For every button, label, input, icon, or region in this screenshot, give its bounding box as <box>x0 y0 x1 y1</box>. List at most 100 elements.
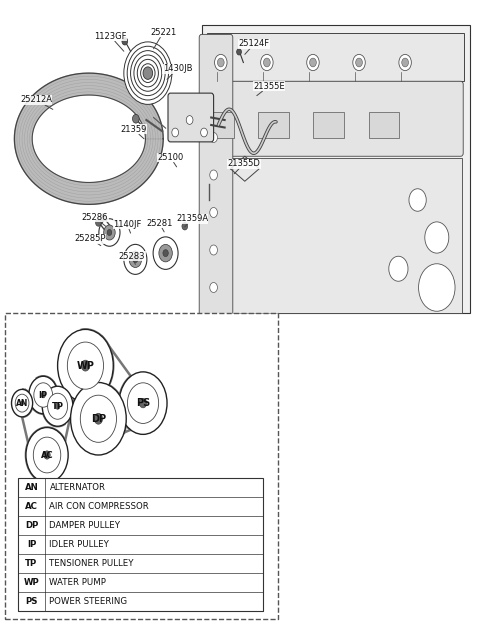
Text: 25212A: 25212A <box>20 96 53 109</box>
Circle shape <box>26 428 68 483</box>
Bar <box>369 112 399 138</box>
Circle shape <box>237 49 241 55</box>
Circle shape <box>133 256 138 262</box>
Circle shape <box>159 244 172 262</box>
Circle shape <box>100 214 106 221</box>
Circle shape <box>201 128 207 137</box>
Text: IDLER PULLEY: IDLER PULLEY <box>49 540 109 549</box>
Text: PS: PS <box>25 597 38 606</box>
Bar <box>258 112 289 138</box>
Circle shape <box>55 403 60 409</box>
Text: AC: AC <box>41 451 53 459</box>
Circle shape <box>163 249 168 257</box>
Text: AN: AN <box>16 399 28 408</box>
Circle shape <box>402 58 408 67</box>
Text: DP: DP <box>25 521 38 530</box>
Circle shape <box>425 222 449 253</box>
FancyBboxPatch shape <box>168 93 214 142</box>
Circle shape <box>210 170 217 180</box>
Circle shape <box>99 219 120 246</box>
Circle shape <box>356 58 362 67</box>
Text: IP: IP <box>27 540 36 549</box>
Bar <box>203 112 234 138</box>
Circle shape <box>67 342 104 389</box>
Circle shape <box>261 54 273 71</box>
Circle shape <box>124 42 172 104</box>
Circle shape <box>96 219 101 226</box>
Text: TENSIONER PULLEY: TENSIONER PULLEY <box>49 559 134 568</box>
Circle shape <box>44 451 50 459</box>
Text: 25285P: 25285P <box>74 234 106 246</box>
Circle shape <box>29 376 58 414</box>
Circle shape <box>71 382 126 455</box>
Circle shape <box>94 413 103 424</box>
Polygon shape <box>14 73 163 204</box>
Circle shape <box>215 54 227 71</box>
Text: 21359: 21359 <box>120 125 146 139</box>
FancyBboxPatch shape <box>199 34 233 316</box>
Circle shape <box>153 237 178 269</box>
Text: AN: AN <box>24 483 38 492</box>
Text: ALTERNATOR: ALTERNATOR <box>49 483 106 492</box>
Text: 1430JB: 1430JB <box>163 64 192 79</box>
Circle shape <box>210 245 217 255</box>
Text: IP: IP <box>38 391 48 399</box>
Circle shape <box>119 372 167 434</box>
Text: POWER STEERING: POWER STEERING <box>49 597 128 606</box>
Circle shape <box>217 58 224 67</box>
Circle shape <box>186 116 193 124</box>
Polygon shape <box>202 25 470 312</box>
Circle shape <box>210 132 217 142</box>
FancyBboxPatch shape <box>5 312 278 619</box>
Text: PS: PS <box>136 398 150 408</box>
Circle shape <box>42 386 73 426</box>
Text: 21355E: 21355E <box>253 82 285 96</box>
Text: AC: AC <box>25 502 38 511</box>
Text: 1140JF: 1140JF <box>113 220 142 233</box>
Circle shape <box>419 264 455 311</box>
Circle shape <box>132 114 139 123</box>
Circle shape <box>182 222 188 230</box>
Circle shape <box>409 189 426 211</box>
FancyBboxPatch shape <box>209 158 462 312</box>
Circle shape <box>33 437 61 473</box>
Text: AIR CON COMPRESSOR: AIR CON COMPRESSOR <box>49 502 149 511</box>
Text: 25283: 25283 <box>119 252 145 264</box>
Text: WATER PUMP: WATER PUMP <box>49 578 106 587</box>
Circle shape <box>264 58 270 67</box>
FancyBboxPatch shape <box>207 32 464 81</box>
Text: 25124F: 25124F <box>239 39 270 54</box>
Circle shape <box>104 225 115 240</box>
Circle shape <box>139 399 147 408</box>
Circle shape <box>128 382 158 424</box>
Circle shape <box>353 54 365 71</box>
Text: TP: TP <box>25 559 37 568</box>
Circle shape <box>15 394 29 412</box>
Circle shape <box>143 67 153 79</box>
Circle shape <box>172 128 179 137</box>
Circle shape <box>41 392 45 398</box>
Circle shape <box>210 208 217 217</box>
Text: 25221: 25221 <box>150 28 176 49</box>
Circle shape <box>307 54 319 71</box>
Text: 25100: 25100 <box>157 153 183 167</box>
Circle shape <box>58 329 113 402</box>
Circle shape <box>34 382 52 408</box>
Text: 25281: 25281 <box>146 219 172 232</box>
Text: WP: WP <box>24 578 39 587</box>
Bar <box>18 478 263 611</box>
Circle shape <box>129 251 142 268</box>
Text: 21359A: 21359A <box>176 214 208 227</box>
Circle shape <box>210 282 217 292</box>
Text: TP: TP <box>51 402 63 411</box>
Circle shape <box>107 229 112 236</box>
Text: DAMPER PULLEY: DAMPER PULLEY <box>49 521 120 530</box>
Bar <box>313 112 344 138</box>
Circle shape <box>81 360 90 371</box>
Circle shape <box>21 401 24 405</box>
Circle shape <box>310 58 316 67</box>
Text: 21355D: 21355D <box>228 159 260 174</box>
FancyBboxPatch shape <box>209 81 463 156</box>
Text: 25286: 25286 <box>82 213 108 226</box>
Circle shape <box>48 393 68 419</box>
